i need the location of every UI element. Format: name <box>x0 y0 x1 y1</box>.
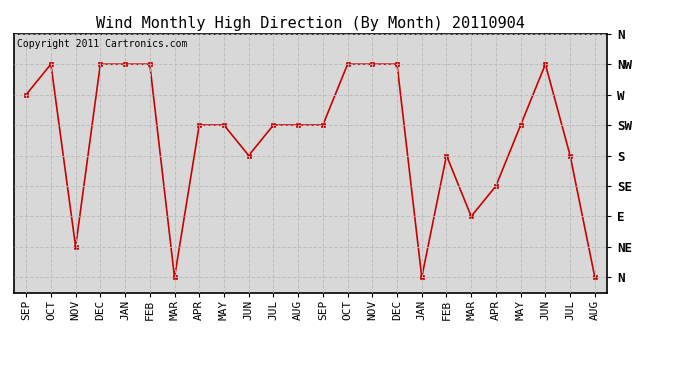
Title: Wind Monthly High Direction (By Month) 20110904: Wind Monthly High Direction (By Month) 2… <box>96 16 525 31</box>
Text: Copyright 2011 Cartronics.com: Copyright 2011 Cartronics.com <box>17 39 187 49</box>
